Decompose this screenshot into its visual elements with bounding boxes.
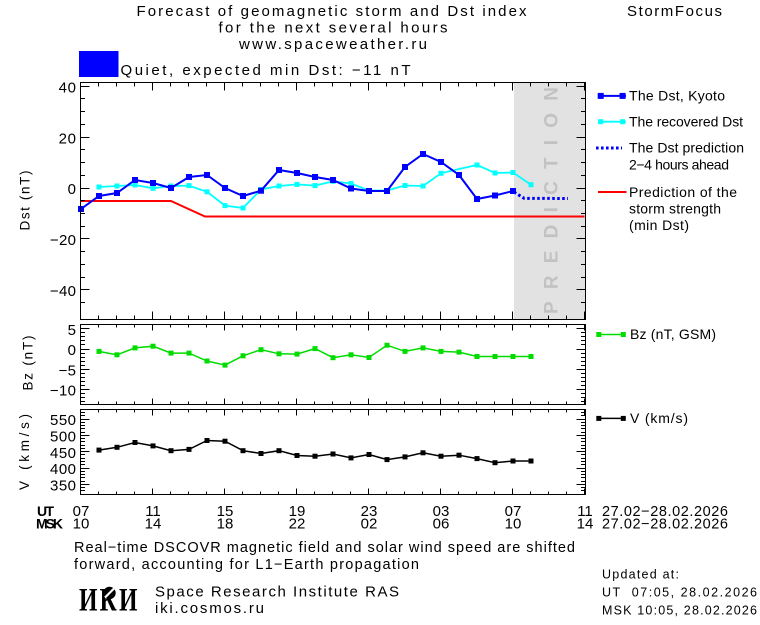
svg-text:11: 11 xyxy=(577,503,593,520)
svg-text:19: 19 xyxy=(289,503,306,520)
svg-text:02: 02 xyxy=(361,516,378,533)
svg-text:5: 5 xyxy=(68,322,76,339)
svg-text:14: 14 xyxy=(145,516,162,533)
svg-text:The recovered Dst: The recovered Dst xyxy=(629,113,743,129)
svg-text:0: 0 xyxy=(68,181,76,198)
svg-text:400: 400 xyxy=(50,461,76,478)
svg-text:Bz (nT, GSM): Bz (nT, GSM) xyxy=(630,326,716,342)
svg-text:UT: UT xyxy=(37,503,54,519)
svg-text:−5: −5 xyxy=(59,362,76,379)
svg-text:The Dst prediction: The Dst prediction xyxy=(629,140,744,156)
svg-text:06: 06 xyxy=(433,516,450,533)
svg-text:−20: −20 xyxy=(50,232,76,249)
svg-text:MSK: MSK xyxy=(36,516,63,532)
svg-text:2−4 hours ahead: 2−4 hours ahead xyxy=(629,157,729,173)
svg-text:550: 550 xyxy=(50,412,76,429)
svg-text:Quiet, expected min Dst: −11 n: Quiet, expected min Dst: −11 nT xyxy=(121,62,411,79)
svg-text:23: 23 xyxy=(361,503,378,520)
svg-text:350: 350 xyxy=(50,478,76,495)
svg-text:iki.cosmos.ru: iki.cosmos.ru xyxy=(155,600,264,617)
svg-text:(min Dst): (min Dst) xyxy=(629,217,689,233)
svg-text:27.02−28.02.2026: 27.02−28.02.2026 xyxy=(602,517,728,533)
svg-text:11: 11 xyxy=(145,503,161,520)
svg-text:0: 0 xyxy=(68,342,76,359)
svg-text:Bz (nT): Bz (nT) xyxy=(21,336,36,391)
svg-text:10: 10 xyxy=(505,516,522,533)
svg-text:500: 500 xyxy=(50,429,76,446)
svg-text:450: 450 xyxy=(50,445,76,462)
svg-text:03: 03 xyxy=(433,503,450,520)
svg-text:forward, accounting for L1−Ear: forward, accounting for L1−Earth propaga… xyxy=(74,557,419,573)
svg-text:07: 07 xyxy=(73,503,90,520)
svg-text:The Dst, Kyoto: The Dst, Kyoto xyxy=(629,88,725,104)
svg-text:for the next several hours: for the next several hours xyxy=(219,20,448,37)
svg-text:07: 07 xyxy=(505,503,522,520)
svg-text:22: 22 xyxy=(289,516,306,533)
svg-text:−10: −10 xyxy=(50,383,76,400)
svg-text:Space Research Institute RAS: Space Research Institute RAS xyxy=(155,584,399,601)
svg-text:18: 18 xyxy=(217,516,234,533)
svg-text:Real−time DSCOVR magnetic fiel: Real−time DSCOVR magnetic field and sola… xyxy=(74,540,575,556)
svg-text:27.02−28.02.2026: 27.02−28.02.2026 xyxy=(602,504,728,520)
svg-text:Prediction of the: Prediction of the xyxy=(629,184,737,200)
svg-text:www.spaceweather.ru: www.spaceweather.ru xyxy=(238,36,427,53)
svg-text:storm strength: storm strength xyxy=(629,200,721,216)
svg-text:Dst (nT): Dst (nT) xyxy=(18,171,33,231)
svg-text:StormFocus: StormFocus xyxy=(627,3,722,20)
svg-text:−40: −40 xyxy=(50,283,76,300)
svg-text:MSK 10:05, 28.02.2026: MSK 10:05, 28.02.2026 xyxy=(602,604,757,618)
svg-text:20: 20 xyxy=(59,130,76,147)
svg-text:15: 15 xyxy=(217,503,234,520)
svg-text:40: 40 xyxy=(59,79,76,96)
svg-text:14: 14 xyxy=(577,516,594,533)
svg-text:V (km/s): V (km/s) xyxy=(630,410,688,426)
svg-text:10: 10 xyxy=(73,516,90,533)
